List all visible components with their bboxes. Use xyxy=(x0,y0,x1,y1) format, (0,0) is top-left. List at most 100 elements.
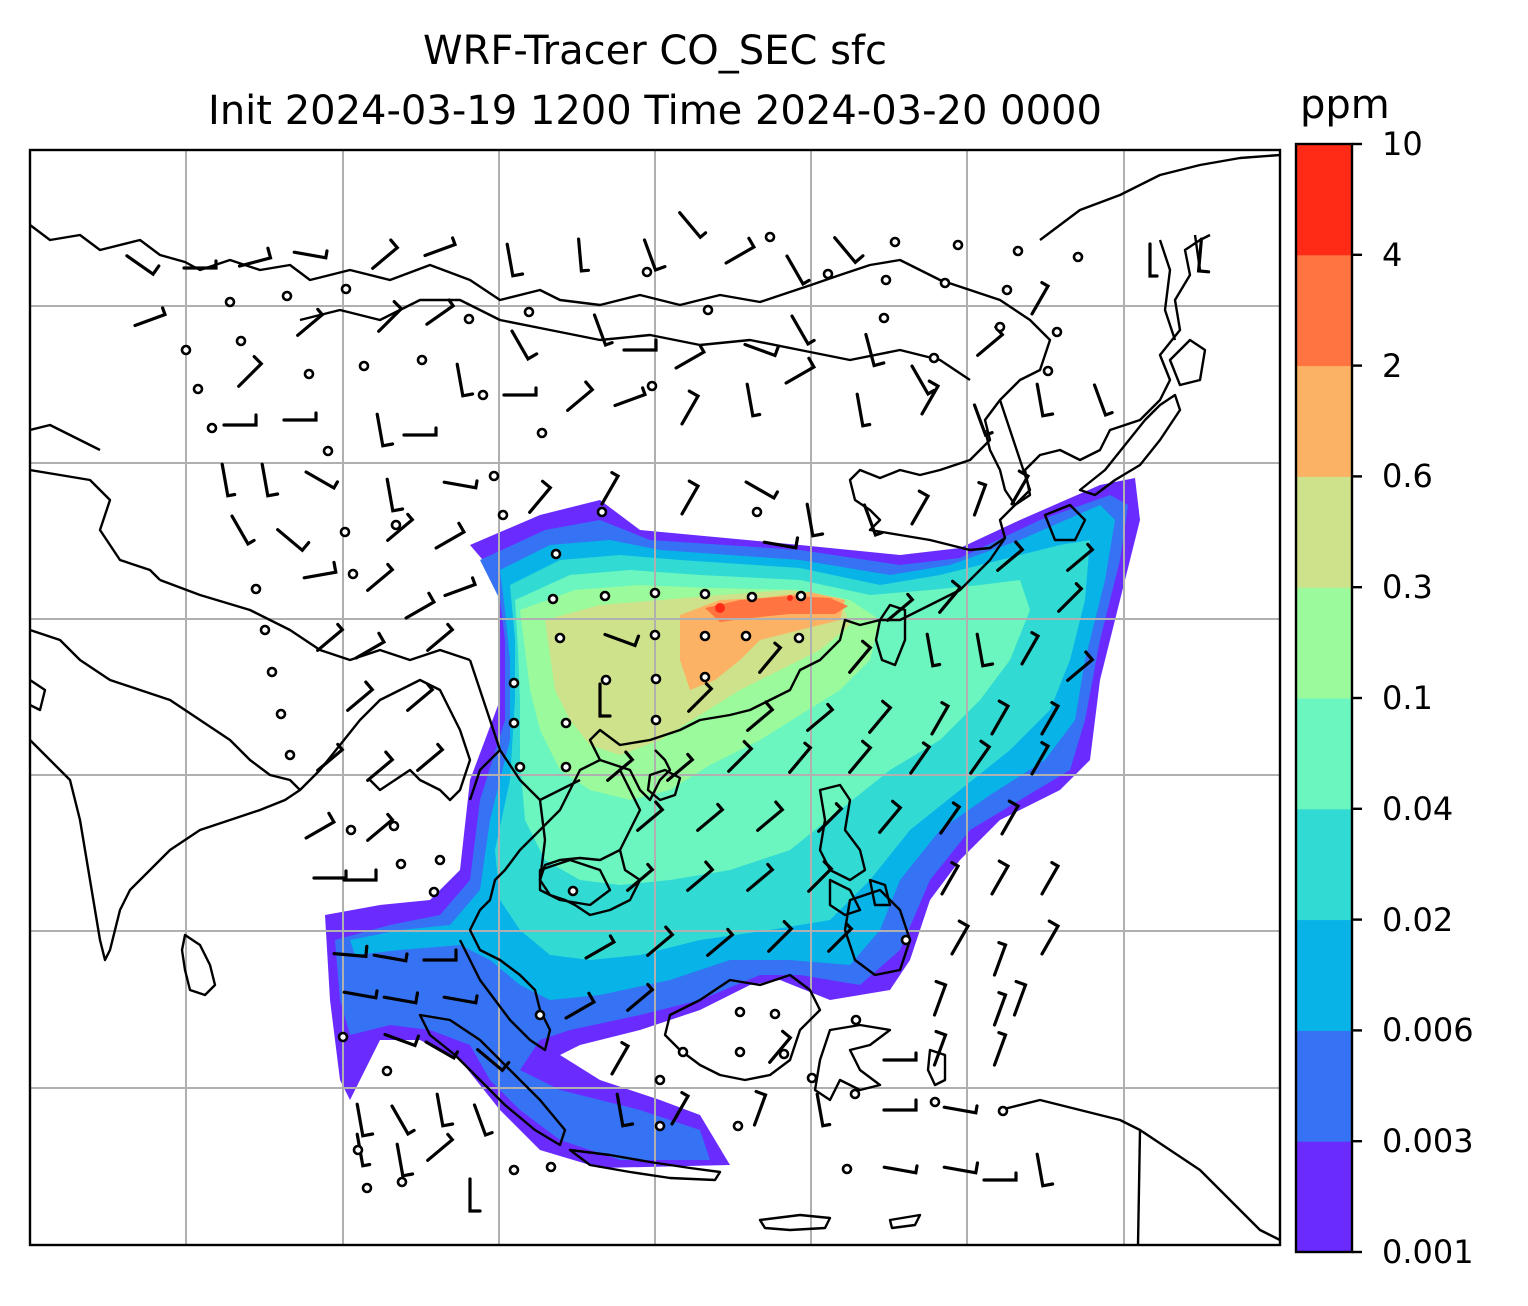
wind-barb xyxy=(355,1102,375,1138)
map-title-line2: Init 2024-03-19 1200 Time 2024-03-20 000… xyxy=(208,88,1102,134)
wind-barb xyxy=(878,799,903,834)
wind-barb xyxy=(1040,919,1061,956)
wind-barb xyxy=(230,514,256,547)
island-mindanao xyxy=(843,888,912,977)
wind-barb xyxy=(678,211,708,240)
colorbar-segment xyxy=(1296,476,1352,588)
wind-barb xyxy=(848,639,873,674)
calm-wind-marker xyxy=(650,714,662,726)
wind-barb xyxy=(942,1161,980,1175)
border-southeast-asia xyxy=(468,659,581,881)
colorbar-segment xyxy=(1296,365,1352,477)
coastline-korea xyxy=(983,399,1032,507)
calm-wind-marker xyxy=(952,239,964,251)
coastline-india xyxy=(30,628,302,962)
wind-barb xyxy=(687,682,714,713)
calm-wind-marker xyxy=(649,587,661,599)
colorbar-segment xyxy=(1296,254,1352,367)
island-java xyxy=(568,1148,722,1182)
calm-wind-marker xyxy=(900,934,912,946)
wind-barb xyxy=(296,307,325,337)
wind-barb xyxy=(882,1098,918,1112)
wind-barb xyxy=(756,800,785,832)
wind-barb xyxy=(992,991,1008,1027)
wind-barb xyxy=(996,540,1025,572)
wind-barb xyxy=(864,332,886,368)
calm-wind-marker xyxy=(340,283,352,295)
wind-barb xyxy=(882,1164,919,1175)
calm-wind-marker xyxy=(536,427,548,439)
island-halmahera xyxy=(926,1048,947,1087)
wind-barb xyxy=(1035,1152,1055,1188)
wind-barb xyxy=(1035,382,1055,418)
wind-barb xyxy=(940,861,961,896)
wind-barb xyxy=(425,298,456,326)
wind-barb xyxy=(237,355,264,388)
wind-barb xyxy=(366,750,395,782)
wind-barb xyxy=(564,991,597,1020)
wind-barb xyxy=(385,477,405,513)
calm-wind-marker xyxy=(600,674,612,686)
island-timor xyxy=(758,1213,922,1232)
island-borneo xyxy=(663,973,822,1082)
calm-wind-marker xyxy=(1051,326,1063,338)
wind-barb xyxy=(666,752,695,782)
calm-wind-marker xyxy=(388,820,400,832)
colorbar-tick-label: 0.003 xyxy=(1382,1122,1474,1161)
wind-barb xyxy=(355,1132,372,1168)
calm-wind-marker xyxy=(508,1164,520,1176)
wind-barb xyxy=(992,1031,1008,1067)
island-japan-kyushu xyxy=(1043,503,1087,542)
wind-barb xyxy=(1040,861,1061,896)
wind-barb xyxy=(1030,741,1051,776)
calm-wind-marker xyxy=(396,1176,408,1188)
wind-barb xyxy=(972,403,994,438)
wind-barb xyxy=(910,489,931,526)
calm-wind-marker xyxy=(1012,245,1024,257)
wind-barb xyxy=(1057,582,1084,613)
calm-wind-marker xyxy=(339,526,351,538)
colorbar-segment xyxy=(1296,1030,1352,1142)
calm-wind-marker xyxy=(650,673,662,685)
wind-barb xyxy=(528,479,553,514)
wind-barb xyxy=(969,739,992,775)
wind-barb xyxy=(615,1092,635,1128)
wind-barb xyxy=(807,860,834,893)
calm-wind-marker xyxy=(1042,365,1054,377)
wind-barb xyxy=(788,741,813,774)
map-gridlines xyxy=(30,150,1280,1245)
calm-wind-marker xyxy=(764,231,776,243)
wind-barb xyxy=(806,702,835,732)
wind-barb xyxy=(416,742,445,772)
colorbar-tick-label: 0.04 xyxy=(1382,789,1454,828)
wind-barb xyxy=(950,919,971,956)
calm-wind-marker xyxy=(508,717,520,729)
wind-barb xyxy=(1196,237,1211,274)
wind-barb xyxy=(805,502,825,538)
calm-wind-marker xyxy=(654,1120,666,1132)
calm-wind-marker xyxy=(381,1065,393,1077)
calm-wind-marker xyxy=(560,717,572,729)
calm-wind-marker xyxy=(550,548,562,560)
wind-barb xyxy=(476,1048,511,1073)
wind-barb xyxy=(577,237,590,273)
wind-barb xyxy=(990,859,1011,896)
calm-wind-marker xyxy=(523,306,535,318)
coastline-china-south xyxy=(588,537,1006,802)
lake-outline xyxy=(538,858,612,907)
wind-barb xyxy=(862,503,884,538)
calm-wind-marker xyxy=(778,1048,790,1060)
calm-wind-marker xyxy=(699,588,711,600)
calm-wind-marker xyxy=(994,321,1006,333)
wind-barb xyxy=(746,862,775,892)
wind-barb xyxy=(1092,383,1114,418)
calm-wind-marker xyxy=(266,666,278,678)
calm-wind-marker xyxy=(596,506,608,518)
colorbar-segment xyxy=(1296,1141,1352,1253)
wind-barb xyxy=(276,528,311,553)
wind-barb xyxy=(125,254,161,277)
wind-barb xyxy=(603,632,641,648)
calm-wind-marker xyxy=(534,1009,546,1021)
colorbar-unit-label: ppm xyxy=(1300,82,1390,128)
